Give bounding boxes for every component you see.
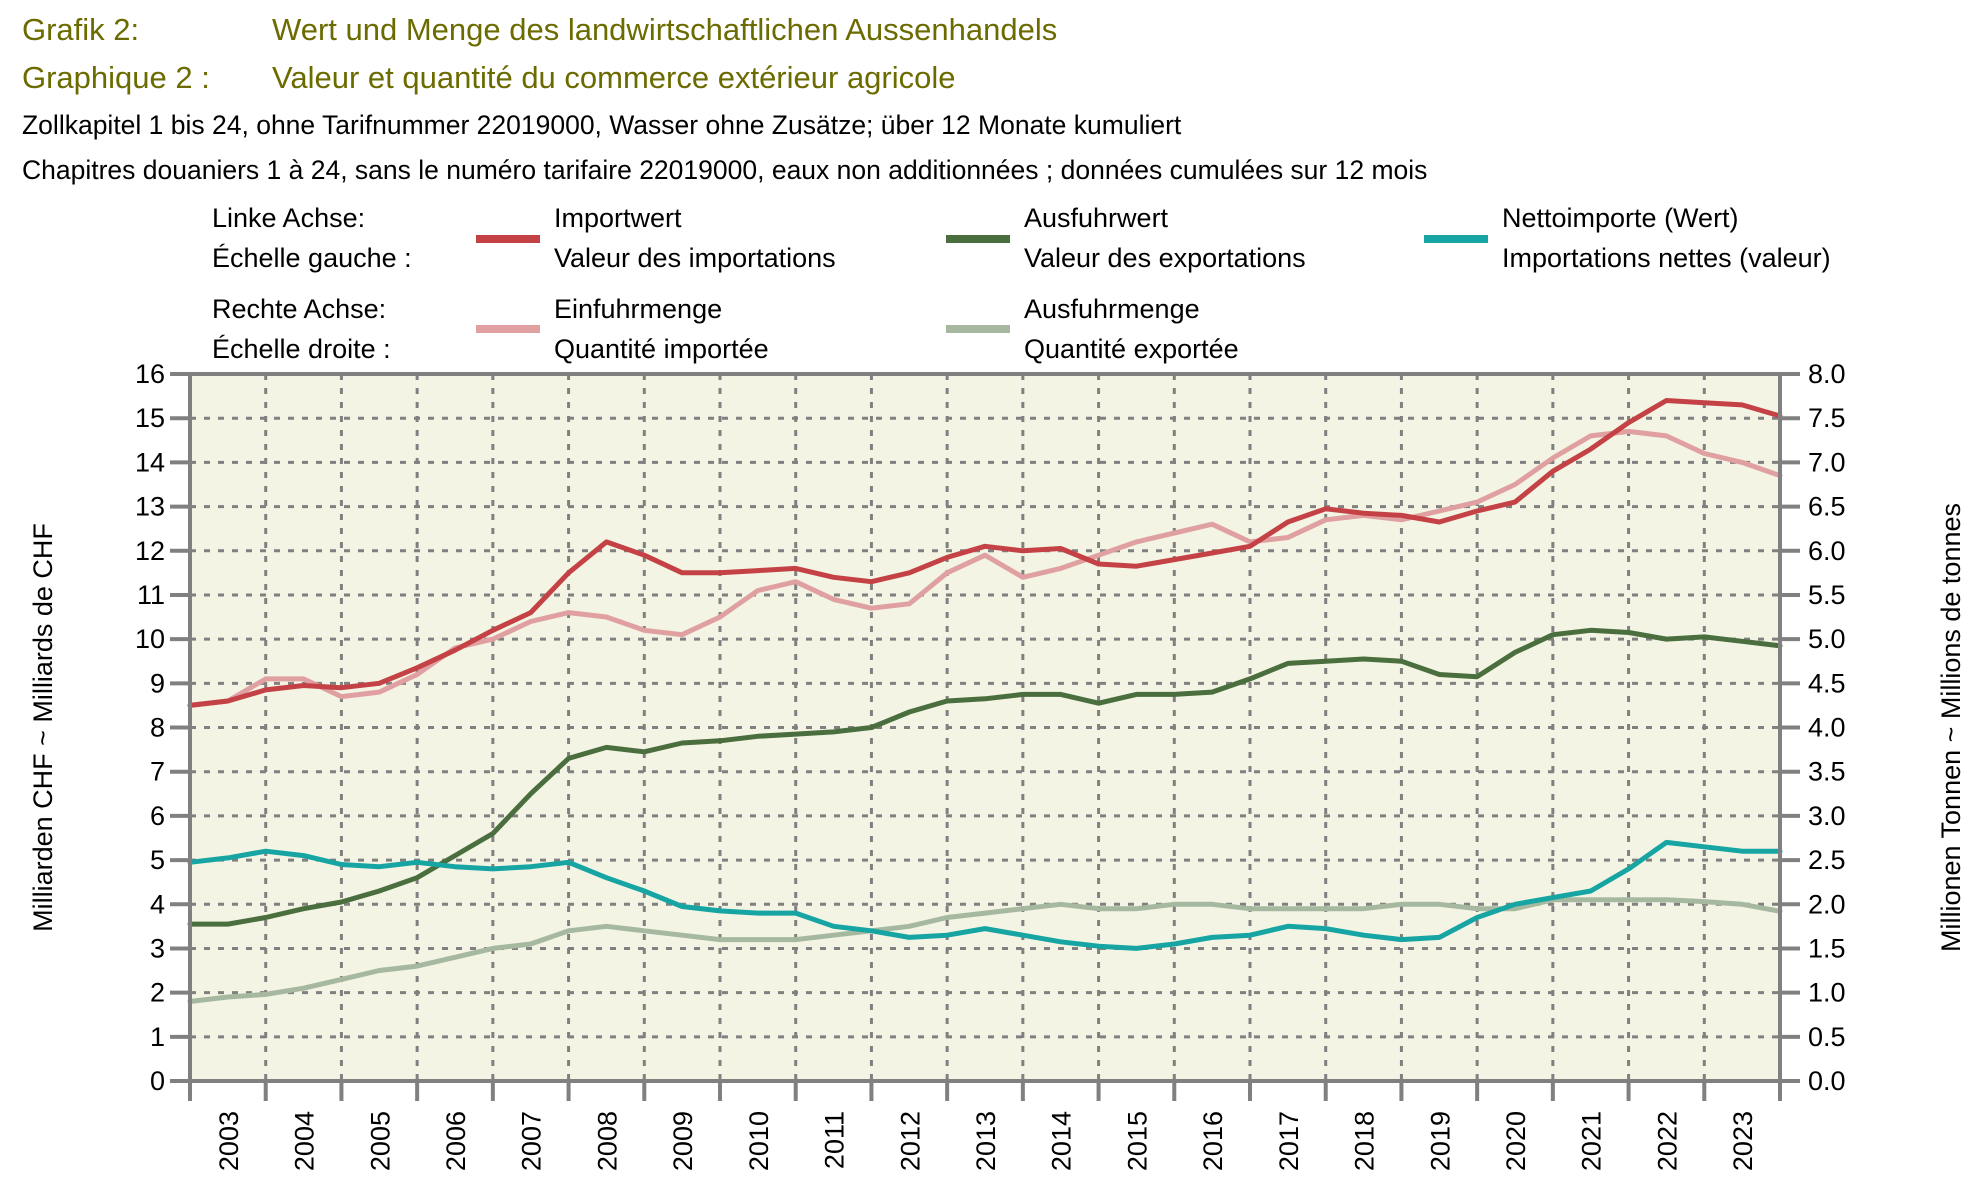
y-tick-label-left: 3 [150,933,165,963]
title-de-prefix: Grafik 2: [22,12,140,47]
x-tick-label: 2022 [1652,1111,1682,1171]
x-tick-label: 2013 [971,1111,1001,1171]
y-tick-label-left: 8 [150,713,165,743]
legend-label-nettoimporte-de: Nettoimporte (Wert) [1502,203,1739,233]
y-tick-label-left: 11 [137,580,165,610]
x-tick-label: 2003 [214,1111,244,1171]
x-tick-label: 2006 [441,1111,471,1171]
x-tick-label: 2020 [1501,1111,1531,1171]
x-tick-label: 2007 [517,1111,547,1171]
y-tick-label-right: 4.0 [1808,713,1846,743]
y-tick-label-left: 5 [150,845,165,875]
y-tick-label-right: 0.5 [1808,1022,1846,1052]
legend-swatch-ausfuhrwert [946,235,1010,243]
y-tick-label-left: 7 [150,757,165,787]
y-tick-label-left: 15 [135,403,165,433]
legend-swatch-nettoimporte [1424,235,1488,243]
y-tick-label-left: 14 [135,447,165,477]
y-tick-label-right: 0.0 [1808,1066,1846,1096]
y-axis-title-right: Millionen Tonnen ~ Millions de tonnes [1936,503,1966,952]
legend-label-einfuhrmenge-de: Einfuhrmenge [554,294,723,324]
legend-right-axis-fr: Échelle droite : [212,334,391,364]
legend-left-axis-fr: Échelle gauche : [212,243,412,273]
x-tick-label: 2021 [1577,1111,1607,1171]
y-tick-label-left: 16 [135,359,165,389]
title-fr-prefix: Graphique 2 : [22,60,210,95]
y-tick-label-right: 3.0 [1808,801,1846,831]
x-tick-label: 2012 [895,1111,925,1171]
y-tick-label-right: 2.0 [1808,889,1846,919]
y-tick-label-left: 12 [135,536,165,566]
grid [190,374,1780,1081]
x-tick-label: 2004 [290,1111,320,1171]
y-tick-label-left: 2 [150,978,165,1008]
x-tick-label: 2009 [668,1111,698,1171]
y-tick-label-right: 7.0 [1808,447,1846,477]
y-tick-label-left: 13 [135,492,165,522]
y-tick-label-left: 1 [150,1022,165,1052]
y-tick-label-left: 0 [150,1066,165,1096]
legend-label-importwert-fr: Valeur des importations [554,243,836,273]
series-line-ausfuhrmenge [187,897,1783,1004]
x-tick-label: 2008 [592,1111,622,1171]
subtitle-de: Zollkapitel 1 bis 24, ohne Tarifnummer 2… [22,110,1182,140]
y-tick-label-left: 10 [135,624,165,654]
x-tick-label: 2005 [365,1111,395,1171]
legend-label-einfuhrmenge-fr: Quantité importée [554,334,769,364]
title-fr: Valeur et quantité du commerce extérieur… [272,60,956,95]
x-tick-label: 2011 [820,1111,850,1169]
x-tick-label: 2017 [1274,1111,1304,1171]
y-tick-label-right: 5.5 [1808,580,1846,610]
legend-swatch-einfuhrmenge [476,325,540,333]
tick-labels: 0123456789101112131415160.00.51.01.52.02… [135,359,1846,1171]
plot-area [190,374,1780,1081]
subtitle-fr: Chapitres douaniers 1 à 24, sans le numé… [22,155,1428,185]
legend-label-ausfuhrwert-de: Ausfuhrwert [1024,203,1169,233]
y-tick-label-right: 2.5 [1808,845,1846,875]
y-tick-label-right: 1.5 [1808,933,1846,963]
y-tick-label-left: 9 [150,668,165,698]
title-de: Wert und Menge des landwirtschaftlichen … [272,12,1058,47]
x-tick-label: 2015 [1122,1111,1152,1171]
x-tick-label: 2023 [1728,1111,1758,1171]
legend-right-axis-de: Rechte Achse: [212,294,387,324]
x-tick-label: 2010 [744,1111,774,1171]
x-tick-label: 2018 [1350,1111,1380,1171]
axes [170,372,1800,1101]
y-tick-label-right: 4.5 [1808,668,1846,698]
y-tick-label-right: 5.0 [1808,624,1846,654]
y-tick-label-left: 4 [150,889,165,919]
series-line-ausfuhrwert [187,627,1783,927]
legend-label-importwert-de: Importwert [554,203,682,233]
y-tick-label-left: 6 [150,801,165,831]
y-tick-label-right: 1.0 [1808,978,1846,1008]
series-line-nettoimporte-wert [187,839,1783,951]
legend-label-ausfuhrmenge-de: Ausfuhrmenge [1024,294,1200,324]
y-tick-label-right: 6.5 [1808,492,1846,522]
x-tick-label: 2019 [1425,1111,1455,1171]
series-lines [187,398,1783,1004]
legend-label-ausfuhrwert-fr: Valeur des exportations [1024,243,1306,273]
legend-label-ausfuhrmenge-fr: Quantité exportée [1024,334,1239,364]
legend-swatch-ausfuhrmenge [946,325,1010,333]
y-axis-title-left: Milliarden CHF ~ Milliards de CHF [28,523,58,932]
y-tick-label-right: 6.0 [1808,536,1846,566]
y-tick-label-right: 7.5 [1808,403,1846,433]
y-tick-label-right: 3.5 [1808,757,1846,787]
legend-swatch-importwert [476,235,540,243]
y-tick-label-right: 8.0 [1808,359,1846,389]
series-line-importwert [187,398,1783,708]
legend-left-axis-de: Linke Achse: [212,203,366,233]
x-tick-label: 2014 [1047,1111,1077,1171]
x-tick-label: 2016 [1198,1111,1228,1171]
legend-label-nettoimporte-fr: Importations nettes (valeur) [1502,243,1831,273]
